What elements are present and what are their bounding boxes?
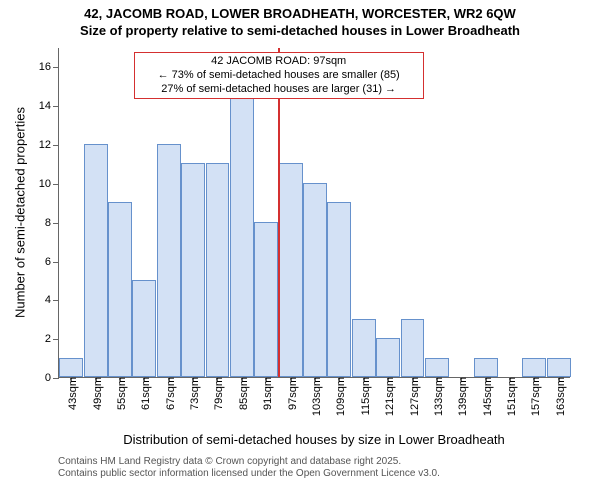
x-tick-label: 115sqm — [356, 377, 372, 415]
histogram-bar — [522, 358, 546, 377]
footer-line-1: Contains HM Land Registry data © Crown c… — [58, 456, 440, 468]
footer-attribution: Contains HM Land Registry data © Crown c… — [58, 456, 440, 480]
annotation-line-1: 42 JACOMB ROAD: 97sqm — [139, 55, 419, 69]
annotation-box: 42 JACOMB ROAD: 97sqm← 73% of semi-detac… — [134, 52, 424, 99]
histogram-bar — [181, 163, 205, 377]
histogram-bar — [425, 358, 449, 377]
chart-container: 42, JACOMB ROAD, LOWER BROADHEATH, WORCE… — [0, 0, 600, 500]
x-tick-label: 127sqm — [405, 377, 421, 416]
y-tick-label: 6 — [45, 256, 59, 268]
histogram-bar — [279, 163, 303, 377]
x-tick-label: 67sqm — [161, 377, 177, 410]
histogram-bar — [352, 319, 376, 377]
histogram-bar — [401, 319, 425, 377]
y-tick-label: 16 — [39, 61, 59, 73]
histogram-bar — [59, 358, 83, 377]
annotation-line-3: 27% of semi-detached houses are larger (… — [139, 83, 419, 97]
y-axis-title: Number of semi-detached properties — [13, 98, 28, 328]
y-tick-label: 0 — [45, 372, 59, 384]
annotation-line-2: ← 73% of semi-detached houses are smalle… — [139, 69, 419, 83]
x-tick-label: 97sqm — [283, 377, 299, 410]
x-axis-title: Distribution of semi-detached houses by … — [58, 432, 570, 447]
x-tick-label: 139sqm — [453, 377, 469, 416]
y-tick-label: 14 — [39, 100, 59, 112]
x-tick-label: 61sqm — [136, 377, 152, 410]
x-tick-label: 55sqm — [112, 377, 128, 410]
title-line-1: 42, JACOMB ROAD, LOWER BROADHEATH, WORCE… — [0, 0, 600, 21]
title-line-2: Size of property relative to semi-detach… — [0, 21, 600, 38]
y-tick-label: 8 — [45, 217, 59, 229]
histogram-bar — [108, 202, 132, 377]
histogram-bar — [327, 202, 351, 377]
x-tick-label: 79sqm — [209, 377, 225, 410]
x-tick-label: 145sqm — [478, 377, 494, 416]
histogram-bar — [206, 163, 230, 377]
y-tick-label: 4 — [45, 294, 59, 306]
histogram-bar — [157, 144, 181, 377]
x-tick-label: 91sqm — [258, 377, 274, 410]
x-tick-label: 109sqm — [331, 377, 347, 416]
x-tick-label: 85sqm — [234, 377, 250, 410]
x-tick-label: 73sqm — [185, 377, 201, 410]
histogram-bar — [376, 338, 400, 377]
x-tick-label: 133sqm — [429, 377, 445, 416]
x-tick-label: 151sqm — [502, 377, 518, 416]
plot-area: 024681012141643sqm49sqm55sqm61sqm67sqm73… — [58, 48, 570, 378]
histogram-bar — [254, 222, 278, 377]
histogram-bar — [303, 183, 327, 377]
histogram-bar — [230, 86, 254, 377]
histogram-bar — [474, 358, 498, 377]
y-tick-label: 12 — [39, 139, 59, 151]
x-tick-label: 163sqm — [551, 377, 567, 416]
histogram-bar — [547, 358, 571, 377]
x-tick-label: 49sqm — [88, 377, 104, 410]
y-tick-label: 2 — [45, 333, 59, 345]
x-tick-label: 103sqm — [307, 377, 323, 416]
footer-line-2: Contains public sector information licen… — [58, 468, 440, 480]
histogram-bar — [84, 144, 108, 377]
histogram-bar — [132, 280, 156, 377]
x-tick-label: 43sqm — [63, 377, 79, 410]
x-tick-label: 121sqm — [380, 377, 396, 416]
x-tick-label: 157sqm — [526, 377, 542, 416]
y-tick-label: 10 — [39, 178, 59, 190]
